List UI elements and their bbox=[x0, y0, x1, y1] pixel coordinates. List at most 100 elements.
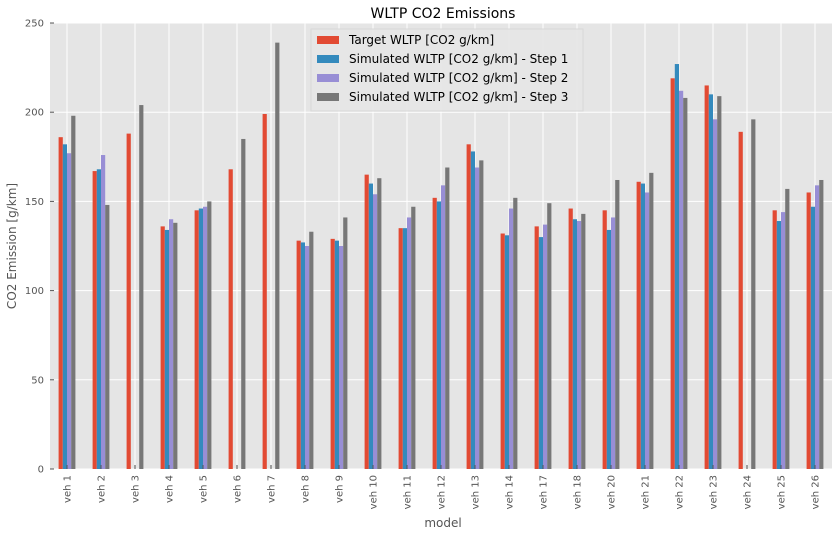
bar bbox=[402, 228, 407, 469]
bar bbox=[649, 172, 654, 469]
bar bbox=[611, 217, 616, 469]
bar bbox=[101, 155, 106, 470]
legend-swatch bbox=[317, 74, 339, 82]
bar bbox=[373, 194, 378, 469]
bar bbox=[581, 213, 586, 469]
bar bbox=[776, 221, 781, 469]
bar bbox=[436, 201, 441, 469]
bar bbox=[470, 151, 475, 469]
bar bbox=[640, 183, 645, 469]
y-tick-label: 50 bbox=[31, 375, 44, 386]
bar bbox=[368, 183, 373, 469]
bar bbox=[636, 181, 641, 469]
bar bbox=[398, 228, 403, 469]
bar bbox=[606, 229, 611, 469]
x-tick-label: veh 7 bbox=[267, 475, 278, 503]
x-tick-label: veh 25 bbox=[777, 475, 788, 509]
legend: Target WLTP [CO2 g/km] Simulated WLTP [CO… bbox=[310, 28, 584, 112]
bar bbox=[377, 178, 382, 469]
bar bbox=[126, 133, 131, 469]
y-tick-label: 100 bbox=[25, 286, 44, 297]
x-tick-label: veh 4 bbox=[165, 475, 176, 503]
bar bbox=[785, 188, 790, 470]
bar bbox=[96, 169, 101, 469]
bar bbox=[538, 237, 543, 469]
bar bbox=[105, 204, 110, 469]
y-tick-label: 250 bbox=[25, 19, 44, 30]
bar bbox=[819, 179, 824, 469]
bar bbox=[683, 97, 688, 469]
bar bbox=[71, 115, 76, 469]
bar bbox=[330, 238, 335, 469]
bar bbox=[407, 217, 412, 469]
bar bbox=[262, 113, 267, 469]
bar bbox=[781, 212, 786, 469]
x-tick-label: veh 24 bbox=[743, 475, 754, 509]
bar bbox=[441, 185, 446, 469]
legend-frame bbox=[310, 28, 584, 112]
bar bbox=[339, 246, 344, 469]
bar bbox=[751, 119, 756, 469]
bar bbox=[602, 210, 607, 469]
bar bbox=[815, 185, 820, 469]
bar bbox=[738, 131, 743, 469]
y-tick-label: 150 bbox=[25, 197, 44, 208]
bar bbox=[572, 219, 577, 469]
bar bbox=[615, 179, 620, 469]
y-axis-title: CO2 Emission [g/km] bbox=[5, 183, 19, 309]
x-tick-label: veh 8 bbox=[301, 475, 312, 503]
bar bbox=[305, 246, 310, 469]
bar bbox=[543, 224, 548, 469]
bar bbox=[194, 210, 199, 469]
x-tick-label: veh 26 bbox=[811, 475, 822, 509]
bar bbox=[466, 144, 471, 469]
x-axis-ticks: veh 1 veh 2 veh 3 veh 4 veh 5 veh 6 veh 7 veh 8… bbox=[63, 465, 822, 509]
bar bbox=[228, 169, 233, 469]
bar bbox=[164, 229, 169, 469]
bar bbox=[139, 105, 144, 470]
x-tick-label: veh 12 bbox=[437, 475, 448, 509]
x-tick-label: veh 2 bbox=[97, 475, 108, 503]
x-tick-label: veh 10 bbox=[369, 475, 380, 509]
bar bbox=[513, 197, 518, 469]
y-axis-ticks: 0 50 100 150 200 250 bbox=[25, 19, 54, 476]
x-tick-label: veh 6 bbox=[233, 475, 244, 503]
legend-label: Simulated WLTP [CO2 g/km] - Step 2 bbox=[349, 71, 568, 85]
bar bbox=[704, 85, 709, 469]
bar bbox=[500, 233, 505, 469]
bar bbox=[717, 96, 722, 470]
x-tick-label: veh 23 bbox=[709, 475, 720, 509]
bar bbox=[674, 64, 679, 470]
bar bbox=[708, 94, 713, 470]
x-tick-label: veh 13 bbox=[471, 475, 482, 509]
bar bbox=[645, 192, 650, 470]
x-axis-title: model bbox=[424, 516, 461, 530]
bar bbox=[203, 206, 208, 469]
bar bbox=[547, 203, 552, 469]
y-tick-label: 0 bbox=[38, 465, 44, 476]
bar bbox=[411, 206, 416, 469]
bar bbox=[432, 197, 437, 469]
legend-swatch bbox=[317, 55, 339, 63]
bar bbox=[207, 201, 212, 469]
legend-swatch bbox=[317, 93, 339, 101]
bar bbox=[534, 226, 539, 469]
bar bbox=[92, 171, 97, 469]
bar bbox=[198, 208, 203, 469]
x-tick-label: veh 17 bbox=[539, 475, 550, 509]
x-tick-label: veh 22 bbox=[675, 475, 686, 509]
bar bbox=[568, 208, 573, 469]
x-tick-label: veh 5 bbox=[199, 475, 210, 503]
x-tick-label: veh 14 bbox=[505, 475, 516, 509]
bar bbox=[679, 90, 684, 470]
bar bbox=[300, 242, 305, 469]
bar bbox=[504, 235, 509, 469]
bar bbox=[169, 219, 174, 469]
bar bbox=[670, 78, 675, 469]
bar bbox=[334, 240, 339, 469]
bar bbox=[713, 119, 718, 469]
bar bbox=[62, 144, 67, 469]
bar bbox=[241, 138, 246, 469]
bar bbox=[296, 240, 301, 469]
x-tick-label: veh 11 bbox=[403, 475, 414, 509]
